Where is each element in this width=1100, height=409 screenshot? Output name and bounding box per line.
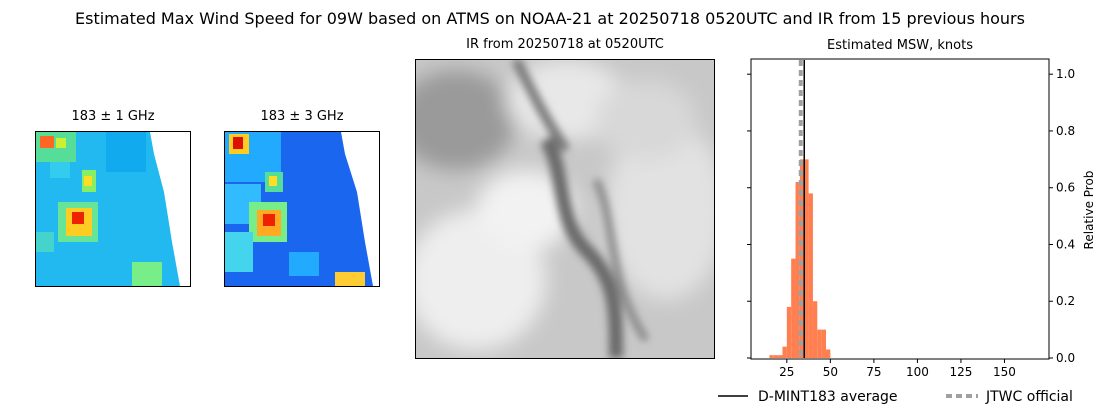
histogram-bar [791, 258, 796, 358]
histogram-bar [799, 159, 805, 358]
legend-official-label: JTWC official [985, 389, 1073, 405]
histogram-bar [778, 355, 783, 358]
histogram-bar [804, 159, 809, 358]
y-tick-label: 0.2 [1056, 294, 1075, 308]
histogram-bar [808, 193, 813, 358]
x-tick-label: 50 [823, 365, 838, 379]
chart-title: Estimated MSW, knots [827, 38, 973, 53]
histogram-bar [812, 301, 818, 358]
chart-frame [750, 58, 1050, 360]
msw-chart: Estimated MSW, knots 25 50 75 100 125 150 0.0… [700, 30, 1100, 409]
y-tick-label: 0.8 [1056, 124, 1075, 138]
x-tick-label: 100 [906, 365, 929, 379]
x-tick-label: 150 [993, 365, 1016, 379]
histogram-bar [769, 355, 774, 358]
legend-average-label: D-MINT183 average [758, 389, 898, 405]
x-tick-label: 125 [949, 365, 972, 379]
mw-183-1-image [35, 131, 191, 287]
histogram-bar [826, 349, 831, 358]
histogram-bars [769, 159, 831, 358]
x-tick-label: 75 [866, 365, 881, 379]
histogram-bar [821, 329, 826, 358]
y-axis-label: Relative Prob [1082, 171, 1096, 250]
mw-183-3-image [224, 131, 380, 287]
y-tick-label: 0.6 [1056, 181, 1075, 195]
mw-183-3-title: 183 ± 3 GHz [260, 109, 344, 124]
histogram-bar [795, 182, 800, 358]
histogram-bar [773, 355, 779, 358]
mw-183-1-title: 183 ± 1 GHz [71, 109, 155, 124]
y-tick-label: 0.0 [1056, 351, 1075, 365]
ir-title: IR from 20250718 at 0520UTC [466, 37, 664, 52]
histogram-bar [786, 306, 792, 358]
y-axis-ticks: 0.0 0.2 0.4 0.6 0.8 1.0 [747, 67, 1075, 365]
ir-image [415, 59, 715, 359]
figure-title: Estimated Max Wind Speed for 09W based o… [75, 9, 1025, 28]
y-tick-label: 0.4 [1056, 237, 1075, 251]
histogram-bar [817, 329, 822, 358]
histogram-bar [782, 346, 787, 358]
y-tick-label: 1.0 [1056, 67, 1075, 81]
x-tick-label: 25 [779, 365, 794, 379]
x-axis-ticks: 25 50 75 100 125 150 [779, 359, 1016, 379]
